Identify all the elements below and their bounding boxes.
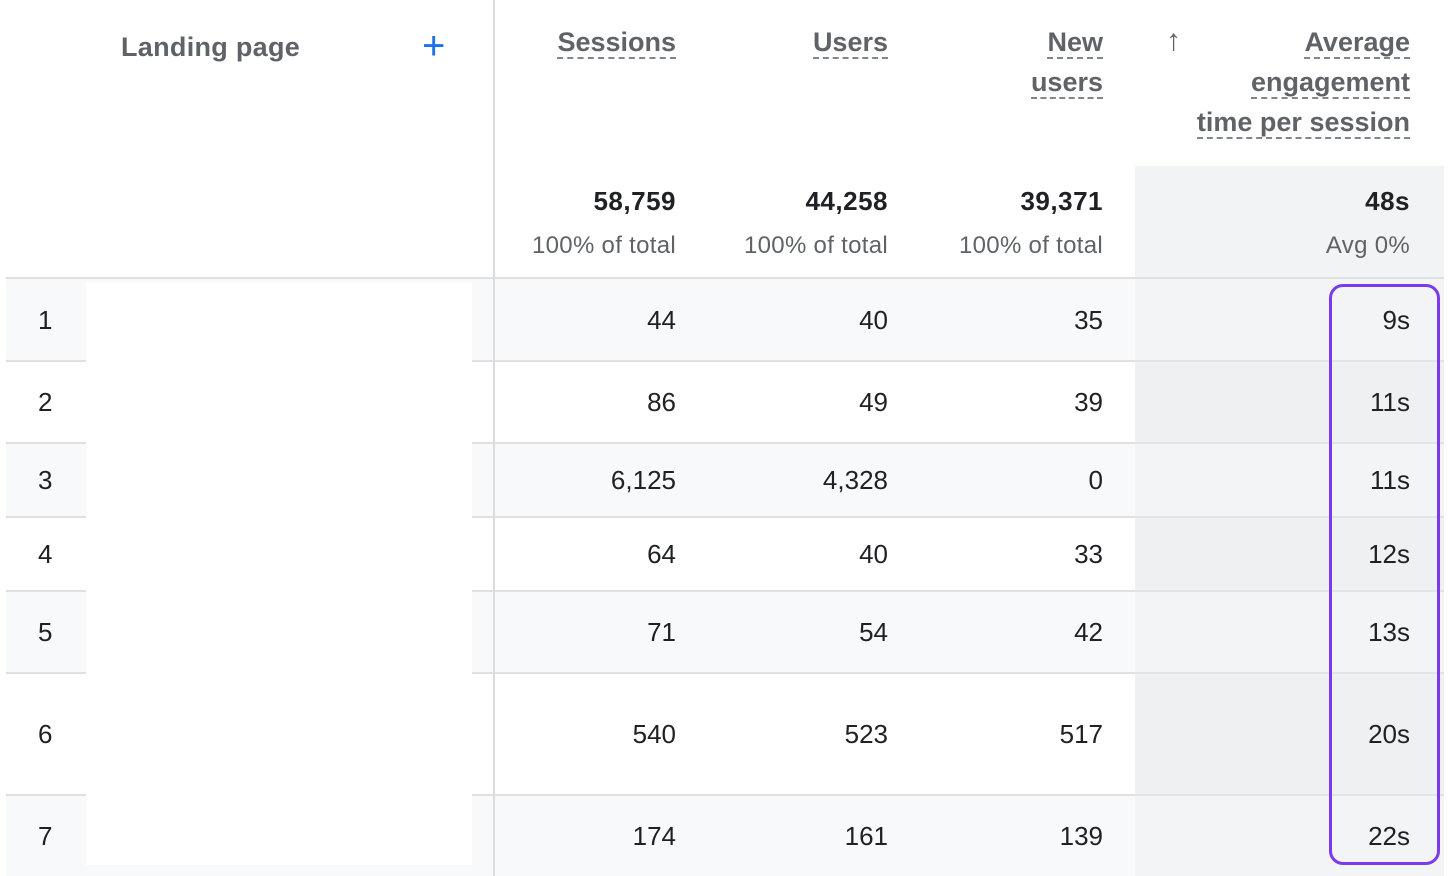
cell-avg-time: 11s xyxy=(1370,465,1410,495)
column-header-avg-engagement-time[interactable]: Average engagement time per session xyxy=(1196,27,1410,139)
row-index: 4 xyxy=(38,539,53,569)
cell-sessions: 86 xyxy=(647,387,676,417)
redacted-landing-page xyxy=(86,283,472,865)
cell-new-users: 39 xyxy=(1074,387,1103,417)
cell-sessions: 174 xyxy=(632,821,676,851)
cell-users: 49 xyxy=(859,387,888,417)
cell-users: 4,328 xyxy=(822,465,888,495)
cell-sessions: 71 xyxy=(647,617,676,647)
sorted-column-body xyxy=(1135,279,1444,876)
row-index: 7 xyxy=(38,821,53,851)
divider xyxy=(6,590,1444,592)
row-index: 5 xyxy=(38,617,53,647)
cell-sessions: 44 xyxy=(647,305,676,335)
column-header-new-users[interactable]: New users xyxy=(1030,27,1103,99)
total-sessions-sub: 100% of total xyxy=(532,232,676,259)
cell-new-users: 139 xyxy=(1059,821,1103,851)
total-users: 44,258 xyxy=(805,186,888,216)
cell-avg-time: 22s xyxy=(1368,821,1410,851)
cell-avg-time: 20s xyxy=(1368,719,1410,749)
cell-avg-time: 13s xyxy=(1368,617,1410,647)
cell-avg-time: 12s xyxy=(1368,539,1410,569)
total-new-users-sub: 100% of total xyxy=(959,232,1103,259)
cell-sessions: 540 xyxy=(632,719,676,749)
cell-sessions: 6,125 xyxy=(610,465,676,495)
cell-users: 54 xyxy=(859,617,888,647)
total-users-sub: 100% of total xyxy=(744,232,888,259)
cell-users: 523 xyxy=(844,719,888,749)
cell-new-users: 517 xyxy=(1059,719,1103,749)
cell-users: 161 xyxy=(844,821,888,851)
total-new-users: 39,371 xyxy=(1020,186,1103,216)
column-header-sessions[interactable]: Sessions xyxy=(557,27,676,59)
total-avg-time: 48s xyxy=(1365,186,1410,216)
plus-icon[interactable]: + xyxy=(422,24,446,68)
total-avg-time-sub: Avg 0% xyxy=(1325,232,1410,259)
row-index: 3 xyxy=(38,465,53,495)
row-index: 1 xyxy=(38,305,53,335)
divider xyxy=(6,360,1444,362)
column-divider xyxy=(493,0,495,876)
cell-new-users: 42 xyxy=(1074,617,1103,647)
cell-users: 40 xyxy=(859,305,888,335)
divider xyxy=(6,672,1444,674)
arrow-up-icon[interactable]: ↑ xyxy=(1166,24,1181,57)
divider xyxy=(6,516,1444,518)
cell-new-users: 35 xyxy=(1074,305,1103,335)
highlight-annotation-box xyxy=(1329,284,1440,865)
divider xyxy=(6,794,1444,796)
cell-new-users: 0 xyxy=(1088,465,1103,495)
total-sessions: 58,759 xyxy=(593,186,676,216)
row-index: 6 xyxy=(38,719,53,749)
column-header-users[interactable]: Users xyxy=(812,27,888,59)
cell-avg-time: 9s xyxy=(1382,305,1410,335)
row-index: 2 xyxy=(38,387,53,417)
dimension-header[interactable]: Landing page xyxy=(121,32,301,62)
cell-new-users: 33 xyxy=(1074,539,1103,569)
cell-avg-time: 11s xyxy=(1370,387,1410,417)
divider xyxy=(6,442,1444,444)
divider xyxy=(6,277,1444,279)
cell-users: 40 xyxy=(859,539,888,569)
cell-sessions: 64 xyxy=(647,539,676,569)
